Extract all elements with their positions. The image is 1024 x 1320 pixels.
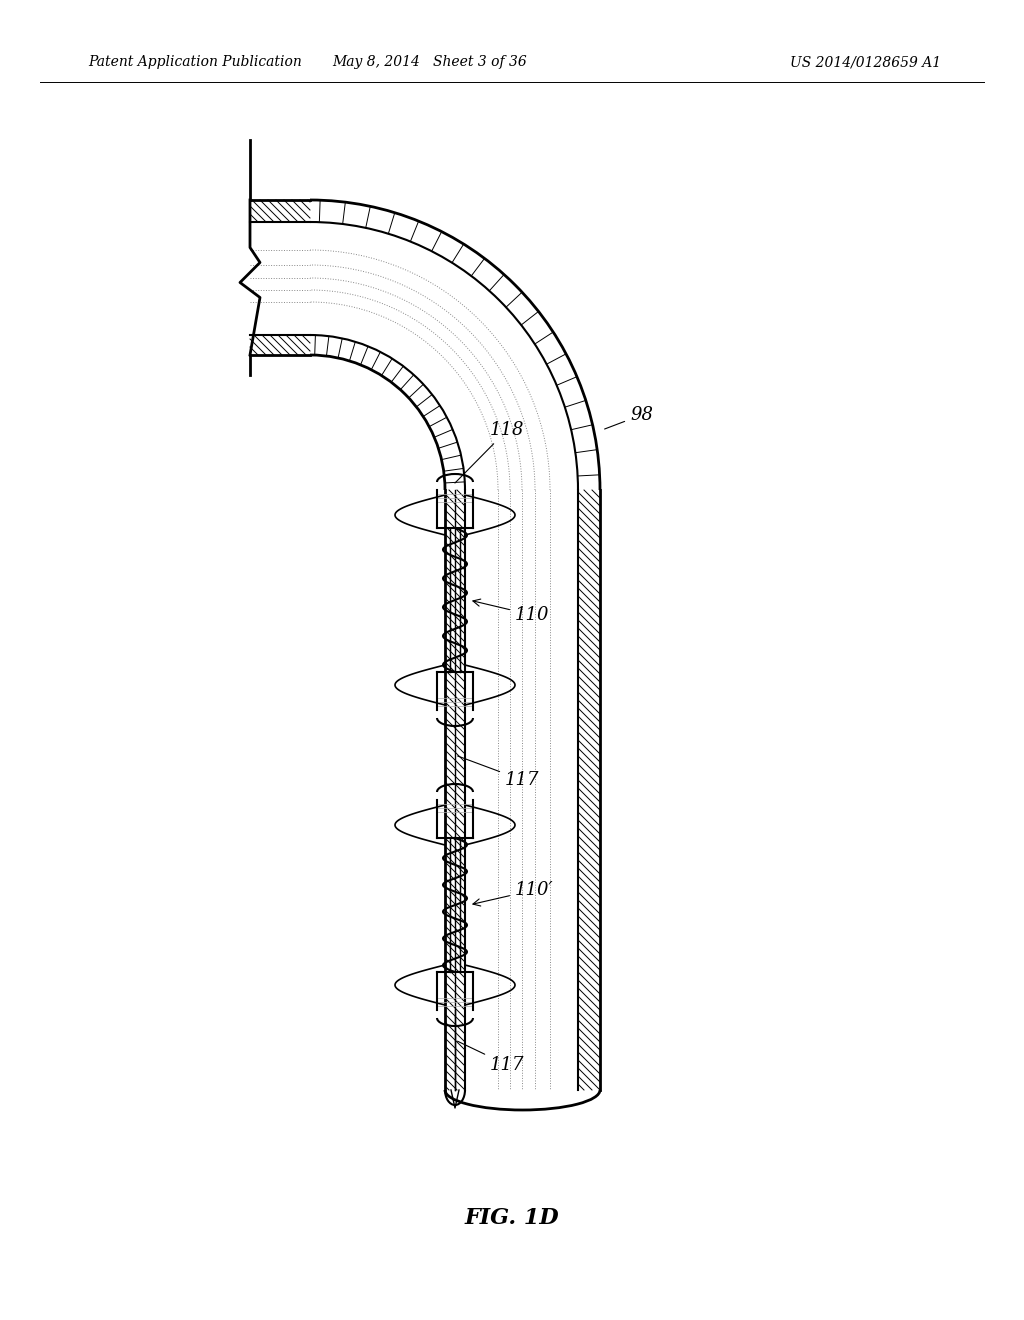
Text: FIG. 1D: FIG. 1D [465,1206,559,1229]
Text: 117: 117 [458,1041,524,1074]
Text: 117: 117 [458,756,540,789]
Text: May 8, 2014   Sheet 3 of 36: May 8, 2014 Sheet 3 of 36 [333,55,527,69]
Text: 110′: 110′ [473,880,554,906]
Text: 110: 110 [473,599,550,624]
Text: US 2014/0128659 A1: US 2014/0128659 A1 [790,55,941,69]
Text: 118: 118 [455,421,524,483]
Text: 98: 98 [604,407,653,429]
Text: Patent Application Publication: Patent Application Publication [88,55,302,69]
